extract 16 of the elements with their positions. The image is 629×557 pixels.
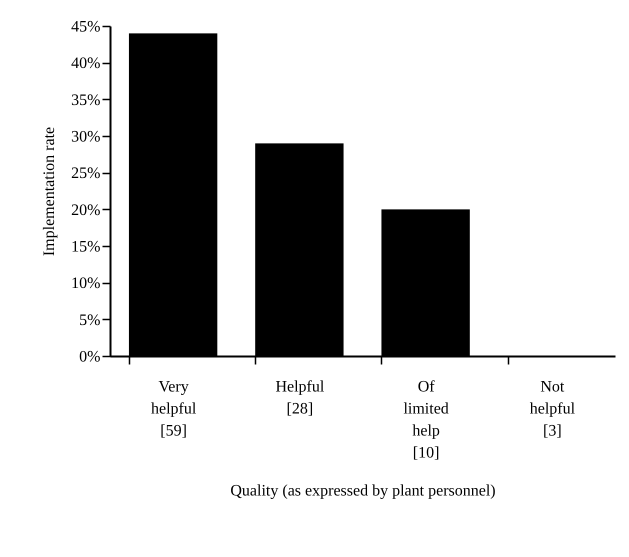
y-tick-label: 5% — [79, 312, 100, 329]
y-tick-label: 30% — [71, 128, 100, 146]
x-tick-label: Helpful [28] — [275, 378, 325, 418]
y-tick-label: 0% — [79, 348, 100, 366]
y-tick-label: 10% — [71, 275, 100, 292]
y-axis-title: Implementation rate — [41, 126, 58, 256]
y-tick-label: 20% — [71, 202, 100, 219]
y-tick-label: 35% — [71, 92, 100, 109]
x-tick-label: Very helpful [59] — [150, 378, 197, 440]
y-tick-label: 40% — [71, 55, 100, 72]
y-tick-label: 45% — [71, 18, 100, 36]
x-tick-label: Of limited help [10] — [403, 378, 449, 462]
x-axis-title: Quality (as expressed by plant personnel) — [230, 482, 496, 500]
y-tick-label: 25% — [71, 165, 100, 182]
y-tick-label: 15% — [71, 238, 100, 256]
x-tick-label: Not helpful [3] — [530, 378, 576, 440]
